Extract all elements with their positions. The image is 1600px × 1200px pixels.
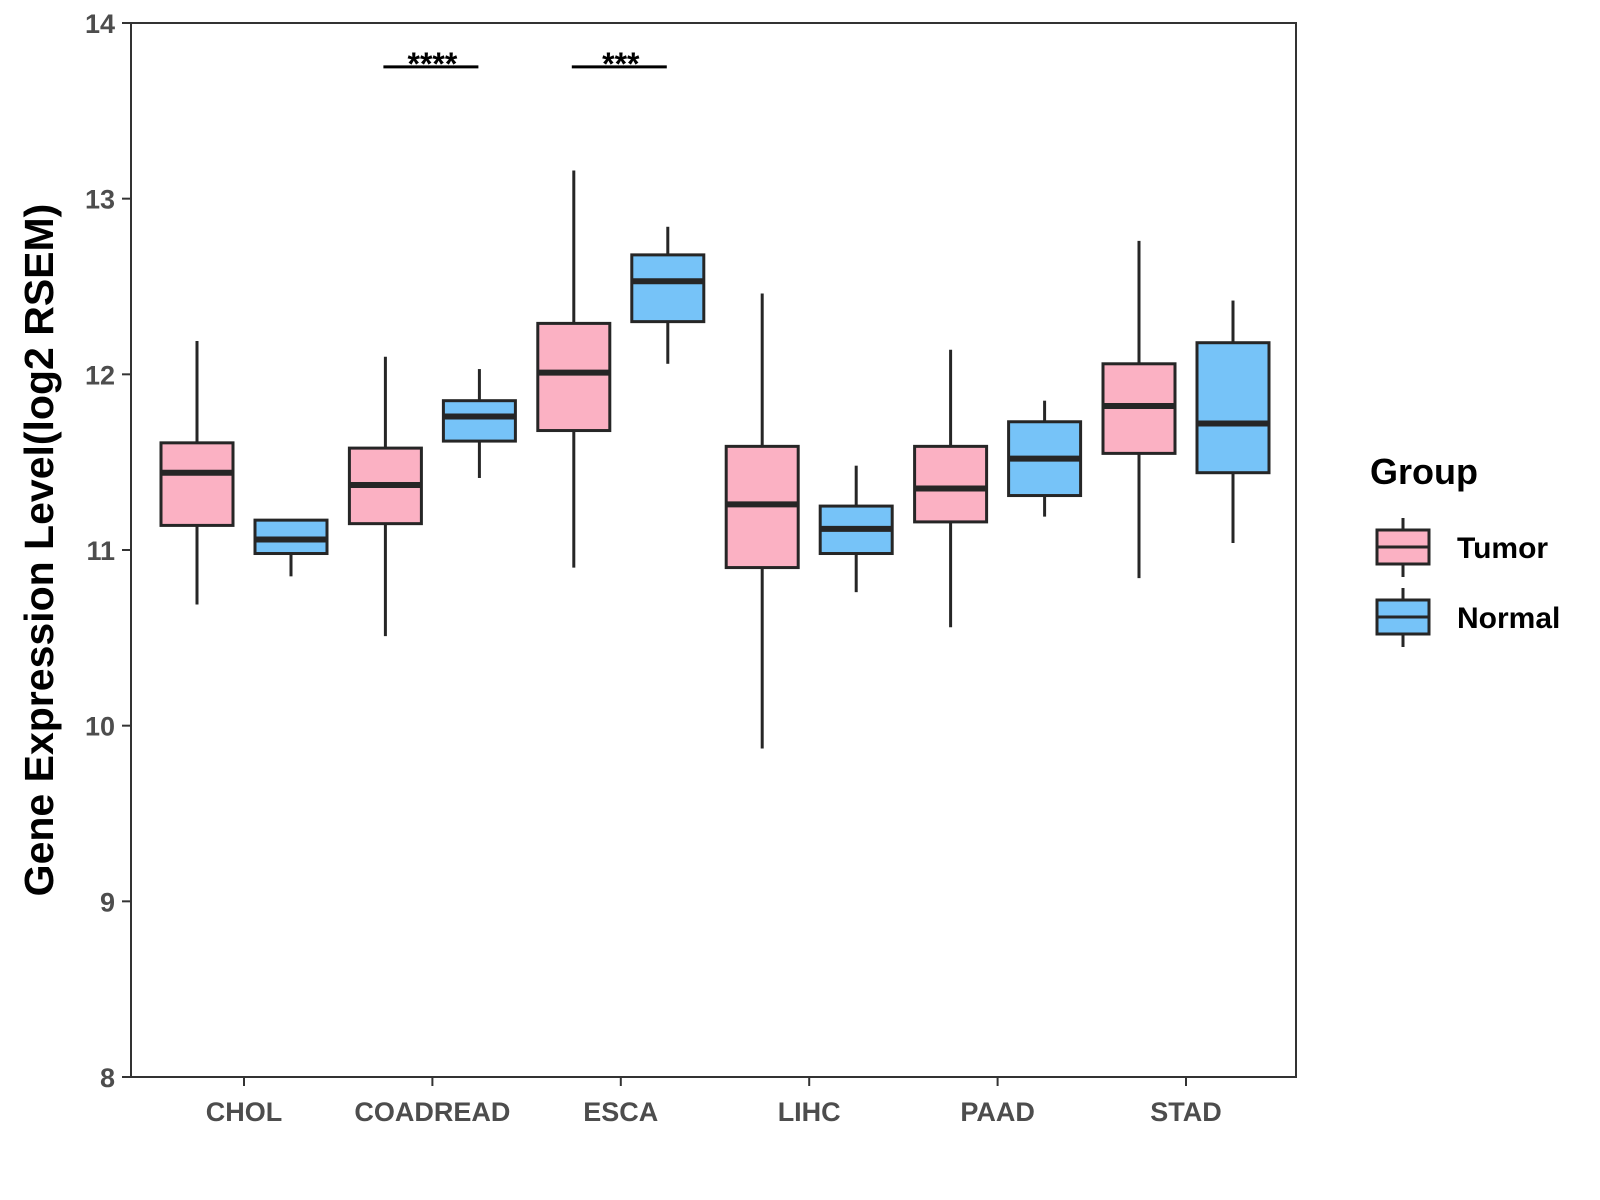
y-tick-label: 11: [86, 536, 115, 566]
x-tick-label: CHOL: [206, 1097, 283, 1127]
box-iqr: [913, 444, 989, 524]
y-tick-label: 14: [85, 9, 115, 39]
y-tick-label: 10: [85, 712, 115, 742]
box-tumor-stad: [1101, 240, 1177, 579]
box-normal-coadread: [441, 369, 517, 478]
legend: Group Tumor Normal: [1370, 451, 1560, 647]
box-iqr: [159, 441, 235, 527]
significance-label: ****: [407, 46, 457, 82]
legend-label: Normal: [1457, 602, 1560, 635]
box-tumor-esca: [536, 170, 612, 568]
box-tumor-coadread: [347, 356, 423, 637]
significance-label: ***: [602, 46, 640, 82]
y-tick-label: 12: [85, 360, 115, 390]
box-normal-lihc: [818, 465, 894, 593]
box-normal-stad: [1195, 300, 1271, 543]
legend-item-normal: Normal: [1375, 588, 1560, 647]
y-axis-label: Gene Expression Level(log2 RSEM): [16, 204, 62, 897]
box-tumor-chol: [159, 340, 235, 605]
box-iqr: [1195, 341, 1271, 475]
x-tick-label: COADREAD: [354, 1097, 510, 1127]
legend-item-tumor: Tumor: [1375, 518, 1548, 577]
box-normal-chol: [253, 518, 329, 577]
y-tick-label: 8: [100, 1063, 115, 1093]
x-tick-label: PAAD: [960, 1097, 1035, 1127]
annotations-layer: **** ***: [383, 46, 667, 82]
box-iqr: [536, 321, 612, 433]
x-tick-label: ESCA: [583, 1097, 658, 1127]
legend-label: Tumor: [1457, 532, 1548, 565]
x-tick-label: LIHC: [778, 1097, 841, 1127]
x-tick-label: STAD: [1150, 1097, 1222, 1127]
box-normal-paad: [1007, 400, 1083, 517]
box-tumor-lihc: [724, 293, 800, 749]
y-tick-label: 9: [100, 887, 115, 917]
box-normal-esca: [630, 226, 706, 364]
axes-layer: 8 9 10 11 12 13 14 CHOL COADREAD ESCA LIHC PAAD STAD: [85, 9, 1297, 1127]
boxes-layer: [159, 170, 1271, 749]
box-iqr: [441, 399, 517, 443]
box-tumor-paad: [913, 349, 989, 628]
y-tick-label: 13: [85, 185, 115, 215]
legend-title: Group: [1370, 451, 1478, 492]
box-iqr: [630, 253, 706, 324]
